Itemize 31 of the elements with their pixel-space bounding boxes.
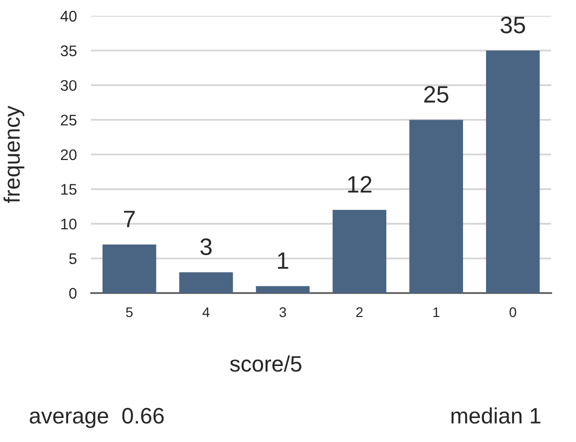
- y-tick-label: 15: [61, 184, 76, 195]
- x-tick-label: 2: [356, 307, 363, 317]
- bar: [486, 50, 540, 294]
- y-axis-title: frequency: [4, 106, 24, 203]
- text: average 0.66: [30, 408, 164, 428]
- bar: [179, 272, 233, 294]
- x-tick-label: 5: [126, 307, 133, 318]
- y-tick-label: 30: [60, 80, 77, 91]
- bar: [102, 244, 156, 294]
- x-axis-title: score/5: [230, 355, 302, 372]
- data-label: 1: [278, 252, 288, 269]
- bar: [256, 286, 310, 294]
- y-tick-label: 25: [60, 114, 76, 126]
- data-label: 12: [348, 176, 372, 193]
- bar: [332, 210, 386, 294]
- y-tick-label: 40: [60, 10, 77, 22]
- y-tick-label: 5: [69, 253, 76, 264]
- data-label: 3: [200, 238, 212, 256]
- y-tick-label: 20: [60, 149, 77, 160]
- data-label: 7: [124, 210, 135, 228]
- y-tick-label: 10: [61, 218, 77, 230]
- x-tick-label: 4: [202, 307, 210, 317]
- y-tick-label: 35: [60, 45, 76, 56]
- x-tick-label: 1: [433, 307, 440, 317]
- data-label: 25: [424, 86, 448, 103]
- text: median 1: [452, 407, 540, 424]
- x-tick-label: 3: [279, 307, 286, 318]
- data-label: 35: [500, 16, 526, 34]
- x-tick-label: 0: [510, 307, 516, 318]
- bar: [409, 120, 464, 294]
- y-tick-label: 0: [69, 288, 77, 299]
